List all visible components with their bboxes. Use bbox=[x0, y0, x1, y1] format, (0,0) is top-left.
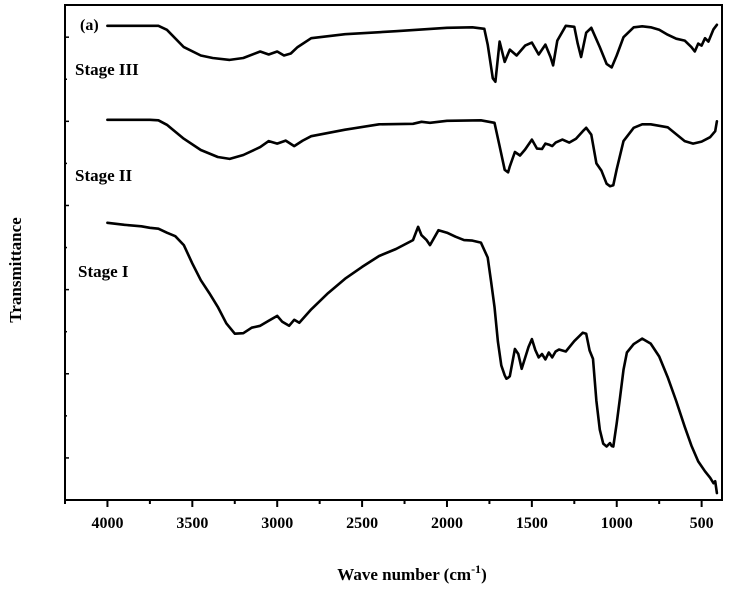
x-tick-label: 1500 bbox=[516, 515, 548, 532]
x-tick-label: 2500 bbox=[346, 515, 378, 532]
x-axis-title: Wave number (cm-1) bbox=[337, 562, 486, 584]
x-tick-label: 2000 bbox=[431, 515, 463, 532]
series-label-stage-i: Stage I bbox=[78, 262, 129, 281]
x-tick-label: 500 bbox=[690, 515, 714, 532]
x-axis-title-close: ) bbox=[481, 565, 487, 584]
x-tick-label: 4000 bbox=[91, 515, 123, 532]
y-axis-ticks bbox=[65, 36, 69, 501]
series-label-stage-iii: Stage III bbox=[75, 60, 139, 79]
x-tick-label: 3000 bbox=[261, 515, 293, 532]
series-line-stage-i bbox=[106, 221, 719, 495]
x-axis-tick-labels: 4000 3500 3000 2500 2000 1500 1000 500 bbox=[91, 515, 713, 532]
x-tick-label: 1000 bbox=[601, 515, 633, 532]
panel-label: (a) bbox=[80, 17, 99, 34]
series-line-stage-iii bbox=[106, 23, 719, 83]
x-axis-title-main: Wave number (cm bbox=[337, 565, 471, 584]
x-axis-ticks bbox=[64, 500, 703, 507]
x-tick-label: 3500 bbox=[176, 515, 208, 532]
x-axis-title-superscript: -1 bbox=[471, 562, 481, 576]
plot-frame bbox=[64, 4, 723, 501]
series-line-stage-ii bbox=[106, 118, 719, 188]
y-axis-title: Transmittance bbox=[6, 217, 25, 323]
series-curves bbox=[106, 23, 719, 495]
series-label-stage-ii: Stage II bbox=[75, 166, 133, 185]
